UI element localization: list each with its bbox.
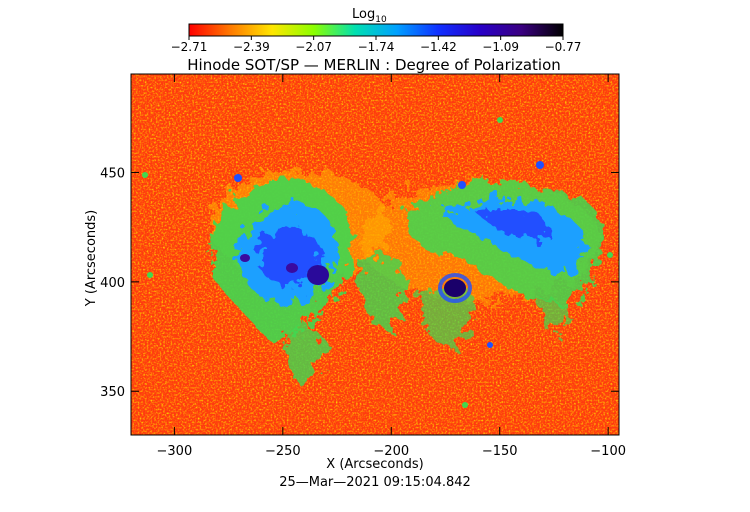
sunspot-west bbox=[307, 265, 329, 285]
x-tick-label: −100 bbox=[590, 444, 626, 459]
colorbar-tick-label: −2.39 bbox=[233, 40, 270, 54]
y-axis-ticks: 350 400 450 bbox=[100, 166, 619, 400]
x-tick-label: −250 bbox=[265, 444, 301, 459]
active-region bbox=[210, 170, 603, 385]
y-tick-label: 350 bbox=[100, 385, 125, 400]
colorbar-label: Log10 bbox=[352, 7, 387, 25]
sunspot-east bbox=[444, 279, 466, 297]
plot-frame bbox=[130, 73, 620, 436]
x-axis-ticks: −300 −250 −200 −150 −100 bbox=[157, 74, 626, 459]
y-tick-label: 450 bbox=[100, 166, 125, 181]
timestamp: 25—Mar—2021 09:15:04.842 bbox=[279, 475, 471, 490]
colorbar-tick-label: −2.07 bbox=[295, 40, 332, 54]
colorbar-tick-label: −0.77 bbox=[545, 40, 582, 54]
x-tick-label: −300 bbox=[157, 444, 193, 459]
plot-title: Hinode SOT/SP — MERLIN : Degree of Polar… bbox=[187, 56, 561, 74]
colorbar-tick-label: −2.71 bbox=[171, 40, 208, 54]
colorbar-tick-label: −1.09 bbox=[482, 40, 519, 54]
colorbar-tick-label: −1.74 bbox=[358, 40, 395, 54]
x-tick-label: −150 bbox=[482, 444, 518, 459]
x-axis-label: X (Arcseconds) bbox=[326, 457, 423, 472]
y-axis-label: Y (Arcseconds) bbox=[84, 210, 99, 307]
colorbar bbox=[188, 23, 564, 37]
y-tick-label: 400 bbox=[100, 276, 125, 291]
colorbar-tick-label: −1.42 bbox=[420, 40, 457, 54]
polarization-map bbox=[131, 74, 619, 435]
colorbar-ticks: −2.71 −2.39 −2.07 −1.74 −1.42 −1.09 −0.77 bbox=[171, 36, 582, 54]
x-tick-label: −200 bbox=[373, 444, 409, 459]
